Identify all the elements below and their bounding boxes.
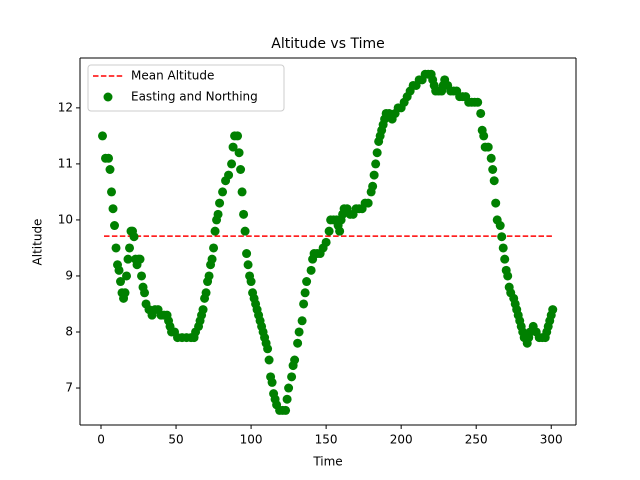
legend-swatch	[103, 92, 113, 102]
point	[483, 142, 493, 152]
point	[210, 226, 220, 236]
x-tick-label: 0	[97, 433, 105, 447]
y-tick-label: 9	[65, 268, 73, 282]
point	[116, 277, 126, 287]
point	[105, 165, 115, 175]
point	[473, 97, 483, 107]
x-tick-label: 100	[240, 433, 263, 447]
point	[281, 405, 291, 415]
point	[140, 288, 150, 298]
point	[287, 372, 297, 382]
point	[224, 170, 234, 180]
point	[204, 271, 214, 281]
point	[294, 327, 304, 337]
point	[246, 277, 256, 287]
point	[239, 209, 249, 219]
legend: Mean Altitude Easting and Northing	[87, 64, 285, 112]
point	[290, 355, 300, 365]
point	[297, 316, 307, 326]
point	[498, 243, 508, 253]
point	[500, 254, 510, 264]
point	[125, 243, 135, 253]
legend-label: Easting and Northing	[131, 90, 258, 104]
point	[324, 226, 334, 236]
point	[98, 131, 108, 141]
point	[479, 131, 489, 141]
point	[371, 159, 381, 169]
point	[284, 383, 294, 393]
point	[227, 159, 237, 169]
point	[282, 394, 292, 404]
point	[233, 131, 243, 141]
point	[110, 221, 120, 231]
point	[240, 226, 250, 236]
point	[209, 243, 219, 253]
point	[321, 237, 331, 247]
point	[114, 265, 124, 275]
legend-box	[87, 64, 285, 112]
point	[503, 271, 513, 281]
point	[213, 209, 223, 219]
point	[306, 265, 316, 275]
point	[123, 254, 133, 264]
point	[104, 153, 114, 163]
point	[293, 338, 303, 348]
legend-label: Mean Altitude	[131, 69, 214, 83]
point	[368, 181, 378, 191]
point	[497, 232, 507, 242]
point	[476, 108, 486, 118]
x-tick-label: 200	[390, 433, 413, 447]
point	[107, 187, 117, 197]
x-tick-label: 300	[540, 433, 563, 447]
y-tick-label: 7	[65, 381, 73, 395]
point	[264, 355, 274, 365]
point	[207, 254, 217, 264]
point	[243, 260, 253, 270]
y-tick-label: 10	[58, 212, 73, 226]
x-axis-label: Time	[312, 455, 342, 469]
point	[215, 198, 225, 208]
x-tick-label: 250	[465, 433, 488, 447]
point	[491, 198, 501, 208]
point	[236, 165, 246, 175]
point	[335, 226, 345, 236]
point	[111, 243, 121, 253]
x-tick-label: 50	[168, 433, 183, 447]
point	[234, 148, 244, 158]
point	[495, 221, 505, 231]
point	[300, 288, 310, 298]
point	[548, 305, 558, 315]
point	[372, 148, 382, 158]
point	[369, 170, 379, 180]
point	[363, 198, 373, 208]
y-tick-label: 12	[58, 100, 73, 114]
point	[137, 271, 147, 281]
point	[201, 288, 211, 298]
point	[237, 187, 247, 197]
point	[135, 254, 145, 264]
point	[489, 176, 499, 186]
point	[120, 288, 130, 298]
point	[267, 377, 277, 387]
point	[108, 204, 118, 214]
point	[242, 249, 252, 259]
chart-title: Altitude vs Time	[271, 36, 384, 52]
point	[488, 165, 498, 175]
point	[486, 153, 496, 163]
point	[129, 232, 139, 242]
point	[218, 187, 228, 197]
point	[198, 305, 208, 315]
point	[228, 142, 238, 152]
y-axis-label: Altitude	[31, 219, 45, 266]
point	[299, 299, 309, 309]
point	[122, 271, 132, 281]
point	[302, 277, 312, 287]
point	[263, 344, 273, 354]
y-tick-label: 11	[58, 156, 73, 170]
x-tick-label: 150	[315, 433, 338, 447]
y-tick-label: 8	[65, 324, 73, 338]
